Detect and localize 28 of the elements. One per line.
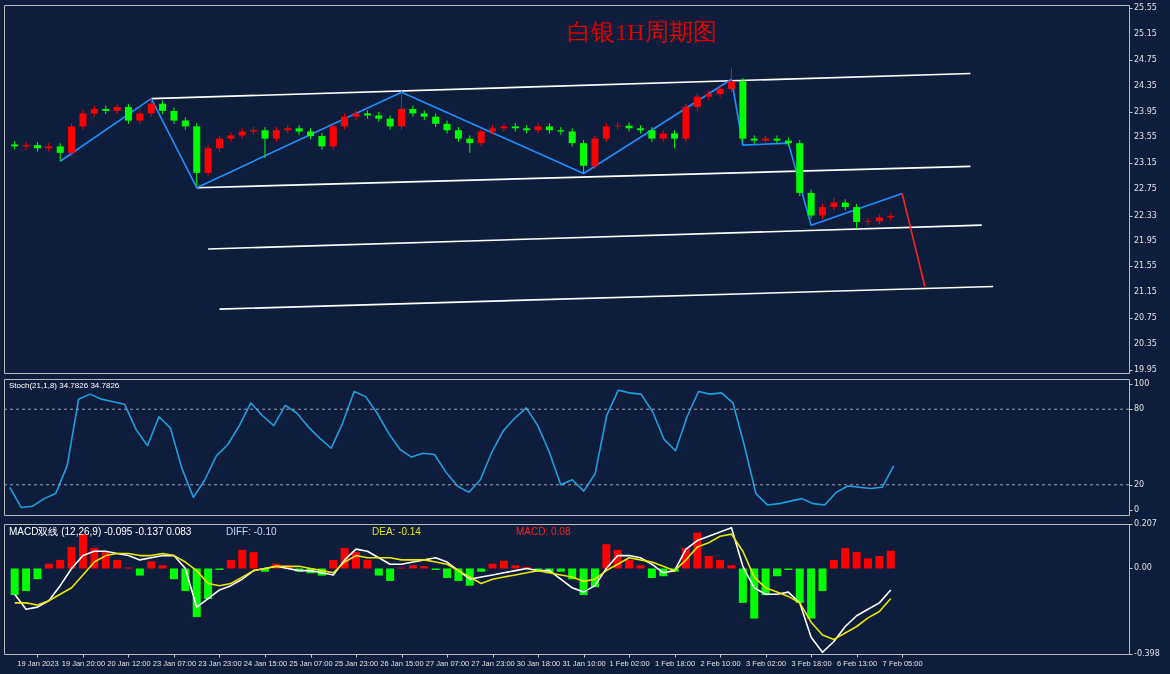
y-tick-label: 20.75 xyxy=(1134,313,1157,323)
annotation: MACD: 0.08 xyxy=(516,526,571,537)
y-tick-label: 23.55 xyxy=(1134,132,1157,142)
y-tick-label: 0.00 xyxy=(1134,563,1152,573)
annotation: Stoch(21,1,8) 34.7826 34.7826 xyxy=(9,381,120,390)
y-tick-label: 25.55 xyxy=(1134,3,1157,13)
y-tick-label: 21.95 xyxy=(1134,235,1157,245)
y-tick-label: 21.55 xyxy=(1134,261,1157,271)
y-tick-label: 21.15 xyxy=(1134,287,1157,297)
y-tick-label: 19.95 xyxy=(1134,364,1157,374)
y-tick-label: -0.398 xyxy=(1134,649,1160,658)
y-tick-label: 20 xyxy=(1134,479,1145,489)
y-tick-label: 23.15 xyxy=(1134,158,1157,168)
y-tick-label: 22.75 xyxy=(1134,184,1157,193)
y-tick-label: 100 xyxy=(1134,379,1150,389)
y-tick-label: 22.33 xyxy=(1134,211,1157,221)
y-tick-label: 20.35 xyxy=(1134,338,1157,348)
annotation: MACD双线 (12,26,9) -0.095 -0.137 0.083 xyxy=(9,526,192,537)
y-tick-label: 23.95 xyxy=(1134,106,1157,116)
annotation: DIFF: -0.10 xyxy=(226,526,277,537)
y-tick-label: 0.207 xyxy=(1134,519,1157,528)
y-tick-label: 24.35 xyxy=(1134,80,1157,90)
y-tick-label: 24.75 xyxy=(1134,54,1157,64)
y-tick-label: 0 xyxy=(1134,504,1140,514)
y-tick-label: 80 xyxy=(1134,404,1145,414)
y-tick-label: 25.15 xyxy=(1134,29,1157,39)
text: 白银1H周期图 xyxy=(567,19,717,45)
annotation: DEA: -0.14 xyxy=(372,526,422,537)
